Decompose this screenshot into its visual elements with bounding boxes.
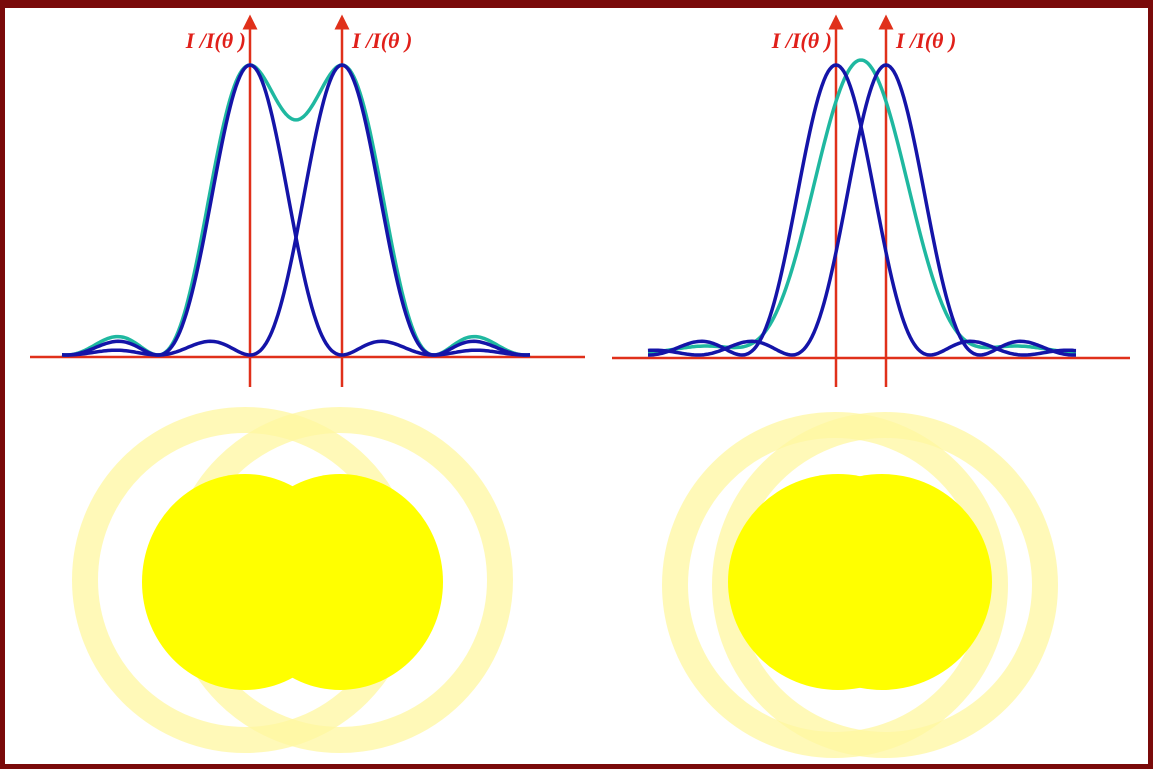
sum-curve xyxy=(647,58,1077,354)
axis-label: I /I(θ ) xyxy=(895,28,956,53)
axis-label: I /I(θ ) xyxy=(351,28,412,53)
intensity-curve xyxy=(647,63,1076,357)
intensity-curve xyxy=(61,63,531,357)
airy-image-right xyxy=(662,412,1058,758)
frame: I /I(θ ) I /I(θ ) I /I(θ ) I /I(θ ) xyxy=(5,8,1148,764)
sum-curve xyxy=(61,63,531,357)
ring xyxy=(712,412,1058,758)
axis-label: I /I(θ ) xyxy=(185,28,246,53)
intensity-curve xyxy=(648,63,1077,357)
airy-discs-left xyxy=(142,474,443,690)
curves xyxy=(61,58,1077,357)
axis-label: I /I(θ ) xyxy=(771,28,832,53)
axes xyxy=(30,14,1130,387)
disc xyxy=(772,474,992,690)
airy-discs-right xyxy=(728,474,992,690)
disc xyxy=(237,474,443,690)
intensity-curve xyxy=(61,63,531,357)
diagram: I /I(θ ) I /I(θ ) I /I(θ ) I /I(θ ) xyxy=(30,14,1130,758)
